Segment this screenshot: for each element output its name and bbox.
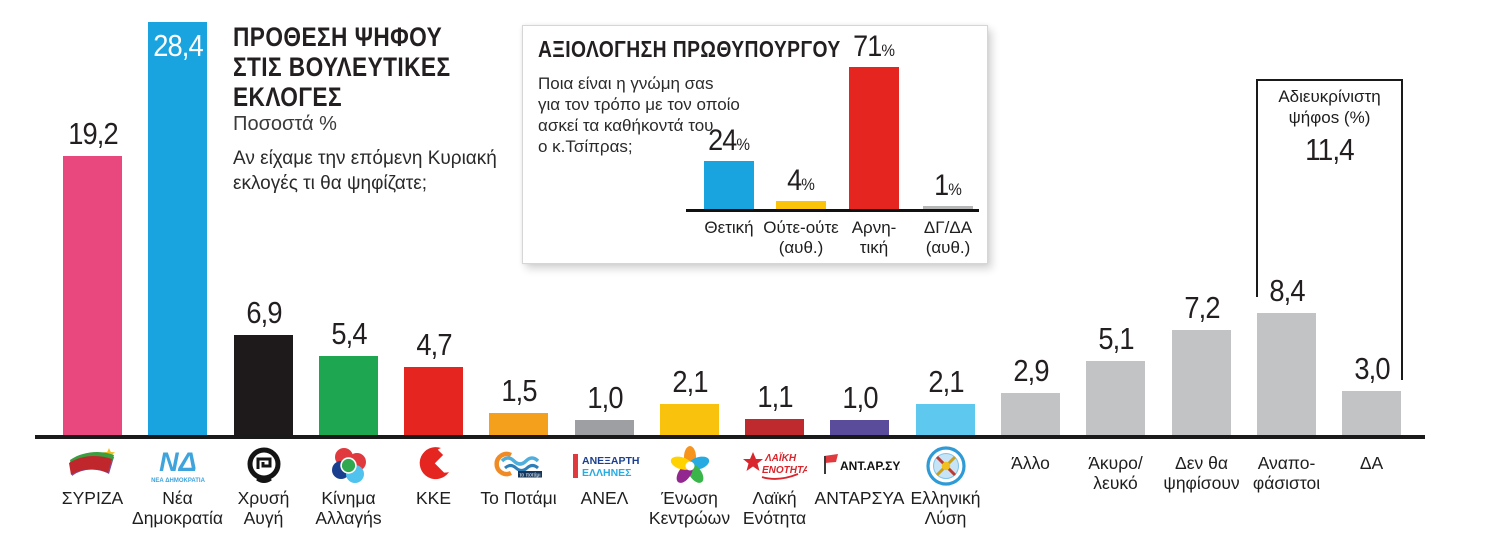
svg-text:ΕΝΟΤΗΤΑ: ΕΝΟΤΗΤΑ: [762, 465, 807, 476]
pm-bar-value-dg-da: 1%: [934, 169, 962, 202]
category-label-akyro-leyko: Άκυρο/ λευκό: [1088, 453, 1143, 493]
category-label-nea-dimokratia: Νέα Δημοκρατία: [132, 488, 223, 528]
category-label-anel: ΑΝΕΛ: [580, 488, 629, 508]
category-label-syriza: ΣΥΡΙΖΑ: [61, 488, 124, 508]
elliniki-lysi-compass-logo: [886, 444, 1006, 488]
enosi-kentroon-pinwheel-logo: [630, 444, 750, 488]
anel-text-logo: ΑΝΕΞΑΡΤΗΤΟΙΕΛΛΗΝΕΣ: [545, 444, 665, 488]
category-label-enosi-kentroon: Ένωση Κεντρώων: [648, 488, 731, 528]
pm-bar-arnitiki: [849, 67, 899, 209]
nea-dimokratia-logo: ΝΔ ΝΕΑ ΔΗΜΟΚΡΑΤΙΑ: [118, 444, 238, 488]
bar-laiki-enotita: [745, 419, 804, 435]
bar-value-antarsya: 1,0: [841, 380, 878, 415]
svg-text:το ποτάμι: το ποτάμι: [519, 471, 540, 478]
bar-value-den-tha-psifisoun: 7,2: [1183, 290, 1220, 325]
bar-da: [1342, 391, 1401, 435]
category-label-anapofasistoi: Αναπο- φάσιστοι: [1252, 453, 1321, 493]
bar-nea-dimokratia: [148, 22, 207, 435]
svg-text:ΕΛΛΗΝΕΣ: ΕΛΛΗΝΕΣ: [582, 467, 631, 479]
pm-evaluation-title: ΑΞΙΟΛΟΓΗΣΗ ΠΡΩΘΥΠΟΥΡΓΟΥ: [538, 36, 841, 62]
category-label-antarsya: ΑΝΤΑΡΣΥΑ: [814, 488, 905, 508]
xrysi-avgi-wreath-logo: [204, 444, 324, 488]
antarsya-flag-logo: ΑΝΤ.ΑΡ.ΣΥ.Α.: [800, 444, 920, 488]
category-label-to-potami: Το Ποτάμι: [480, 488, 557, 508]
x-axis: [35, 435, 1425, 439]
bracket-left-line: [1256, 79, 1258, 297]
svg-text:ΛΑΪΚΗ: ΛΑΪΚΗ: [764, 451, 797, 464]
pm-evaluation-axis: [686, 209, 979, 212]
main-chart-question: Αν είχαμε την επόμενη Κυριακή εκλογές τι…: [233, 148, 497, 194]
undecided-vote-label: Αδιευκρίνιστη ψήφοs (%): [1278, 87, 1381, 127]
potami-wave-logo: το ποτάμι: [459, 444, 579, 488]
bar-value-laiki-enotita: 1,1: [756, 379, 793, 414]
category-label-den-tha-psifisoun: Δεν θα ψηφίσουν: [1163, 453, 1240, 493]
bar-value-anel: 1,0: [586, 380, 623, 415]
bar-enosi-kentroon: [660, 404, 719, 435]
bar-anel: [575, 420, 634, 435]
bar-value-to-potami: 1,5: [500, 373, 537, 408]
bar-antarsya: [830, 420, 889, 435]
bar-den-tha-psifisoun: [1172, 330, 1231, 435]
bar-value-kinima-allagis: 5,4: [330, 316, 367, 351]
bar-value-syriza: 19,2: [67, 116, 118, 151]
bar-value-akyro-leyko: 5,1: [1097, 321, 1134, 356]
bar-value-elliniki-lysi: 2,1: [927, 364, 964, 399]
pm-bar-value-oute-oute: 4%: [787, 164, 815, 197]
undecided-vote-value: 11,4: [1305, 132, 1355, 167]
bar-value-da: 3,0: [1353, 351, 1390, 386]
bar-anapofasistoi: [1257, 313, 1316, 435]
bar-xrysi-avgi: [234, 335, 293, 435]
bar-allo: [1001, 393, 1060, 435]
bracket-top-line: [1256, 79, 1403, 81]
bar-elliniki-lysi: [916, 404, 975, 435]
bar-to-potami: [489, 413, 548, 435]
pm-evaluation-panel: ΑΞΙΟΛΟΓΗΣΗ ΠΡΩΘΥΠΟΥΡΓΟΥ Ποια είναι η γνώ…: [522, 25, 988, 264]
pm-bar-dg-da: [923, 206, 973, 209]
bar-value-kke: 4,7: [415, 327, 452, 362]
pm-evaluation-question: Ποια είναι η γνώμη σαs για τον τρόπο με …: [538, 74, 740, 156]
category-label-allo: Άλλο: [1011, 453, 1050, 473]
category-label-kinima-allagis: Κίνημα Αλλαγήs: [315, 488, 382, 528]
category-label-elliniki-lysi: Ελληνική Λύση: [910, 488, 981, 528]
main-chart-subtitle: Ποσοστά %: [233, 113, 337, 135]
category-label-laiki-enotita: Λαϊκή Ενότητα: [742, 488, 807, 528]
pm-bar-oute-oute: [776, 201, 826, 209]
category-label-kke: ΚΚΕ: [415, 488, 452, 508]
pm-bar-value-thetiki: 24%: [708, 124, 750, 157]
pm-bar-thetiki: [704, 161, 754, 209]
svg-text:ΑΝΤ.ΑΡ.ΣΥ.Α.: ΑΝΤ.ΑΡ.ΣΥ.Α.: [840, 459, 900, 473]
pm-category-label-thetiki: Θετική: [704, 218, 754, 237]
bar-value-xrysi-avgi: 6,9: [245, 295, 282, 330]
svg-text:ΝΕΑ ΔΗΜΟΚΡΑΤΙΑ: ΝΕΑ ΔΗΜΟΚΡΑΤΙΑ: [151, 478, 205, 484]
bar-syriza: [63, 156, 122, 435]
kke-hammer-sickle-logo: [374, 444, 494, 488]
svg-text:ΑΝΕΞΑΡΤΗΤΟΙ: ΑΝΕΞΑΡΤΗΤΟΙ: [582, 455, 640, 467]
main-chart-title: ΠΡΟΘΕΣΗ ΨΗΦΟΥ ΣΤΙΣ ΒΟΥΛΕΥΤΙΚΕΣ ΕΚΛΟΓΕΣ: [233, 22, 451, 112]
pm-category-label-oute-oute: Ούτε-ούτε (αυθ.): [763, 218, 839, 257]
bracket-right-line: [1401, 79, 1403, 380]
kinima-allagis-flower-logo: [289, 444, 409, 488]
svg-text:ΝΔ: ΝΔ: [159, 447, 197, 477]
bar-value-anapofasistoi: 8,4: [1268, 273, 1305, 308]
pm-bar-value-arnitiki: 71%: [853, 30, 895, 63]
category-label-xrysi-avgi: Χρυσή Αυγή: [237, 488, 290, 528]
syriza-flag-logo: [33, 444, 153, 488]
category-label-da: ΔΑ: [1359, 453, 1384, 473]
bar-value-allo: 2,9: [1012, 353, 1049, 388]
bar-kke: [404, 367, 463, 435]
bar-kinima-allagis: [319, 356, 378, 435]
bar-value-enosi-kentroon: 2,1: [671, 364, 708, 399]
pm-category-label-dg-da: ΔΓ/ΔΑ (αυθ.): [923, 218, 973, 257]
bar-akyro-leyko: [1086, 361, 1145, 435]
pm-category-label-arnitiki: Αρνη- τική: [851, 218, 897, 257]
bar-value-nea-dimokratia: 28,4: [152, 28, 203, 63]
laiki-enotita-star-logo: ΛΑΪΚΗ ΕΝΟΤΗΤΑ: [715, 444, 835, 488]
